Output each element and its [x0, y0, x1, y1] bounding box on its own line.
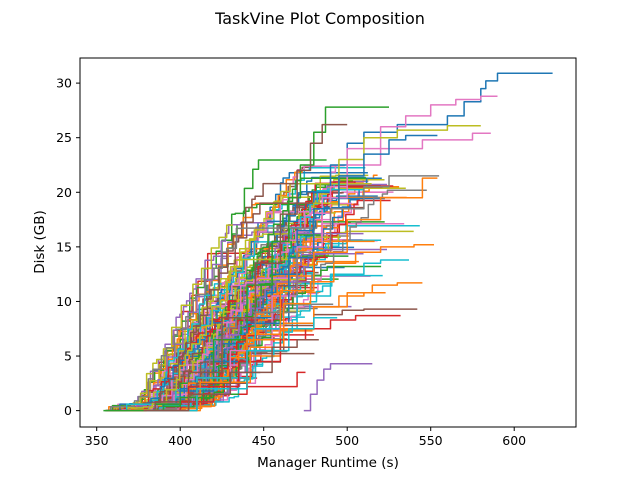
series-line [117, 202, 326, 412]
x-axis: 350 400 450 500 550 600 [85, 427, 526, 448]
series-line [130, 231, 288, 412]
chart-title: TaskVine Plot Composition [214, 9, 425, 28]
y-tick-label: 30 [56, 76, 72, 91]
x-tick-label: 350 [85, 433, 109, 448]
series-line [146, 240, 375, 412]
y-tick-label: 0 [64, 403, 72, 418]
y-tick-label: 20 [56, 185, 72, 200]
series-line [143, 338, 319, 412]
series-line [140, 291, 386, 412]
x-axis-label: Manager Runtime (s) [257, 455, 399, 471]
x-tick-label: 450 [252, 433, 276, 448]
x-tick-label: 400 [168, 433, 192, 448]
x-tick-label: 550 [419, 433, 443, 448]
y-tick-label: 25 [56, 130, 72, 145]
series-line [147, 316, 239, 412]
y-tick-label: 5 [64, 349, 72, 364]
x-tick-label: 600 [502, 433, 526, 448]
y-tick-label: 10 [56, 294, 72, 309]
series-line [105, 227, 318, 412]
series-line [118, 233, 304, 412]
series-line [303, 362, 373, 412]
series-layer [103, 72, 553, 412]
y-axis-label: Disk (GB) [32, 210, 48, 274]
y-tick-label: 15 [56, 239, 72, 254]
x-tick-label: 500 [335, 433, 359, 448]
series-line [133, 259, 409, 412]
series-line [146, 317, 338, 412]
y-axis: 0 5 10 15 20 25 30 [56, 76, 80, 418]
series-line [103, 393, 239, 412]
plot-frame [79, 57, 577, 428]
